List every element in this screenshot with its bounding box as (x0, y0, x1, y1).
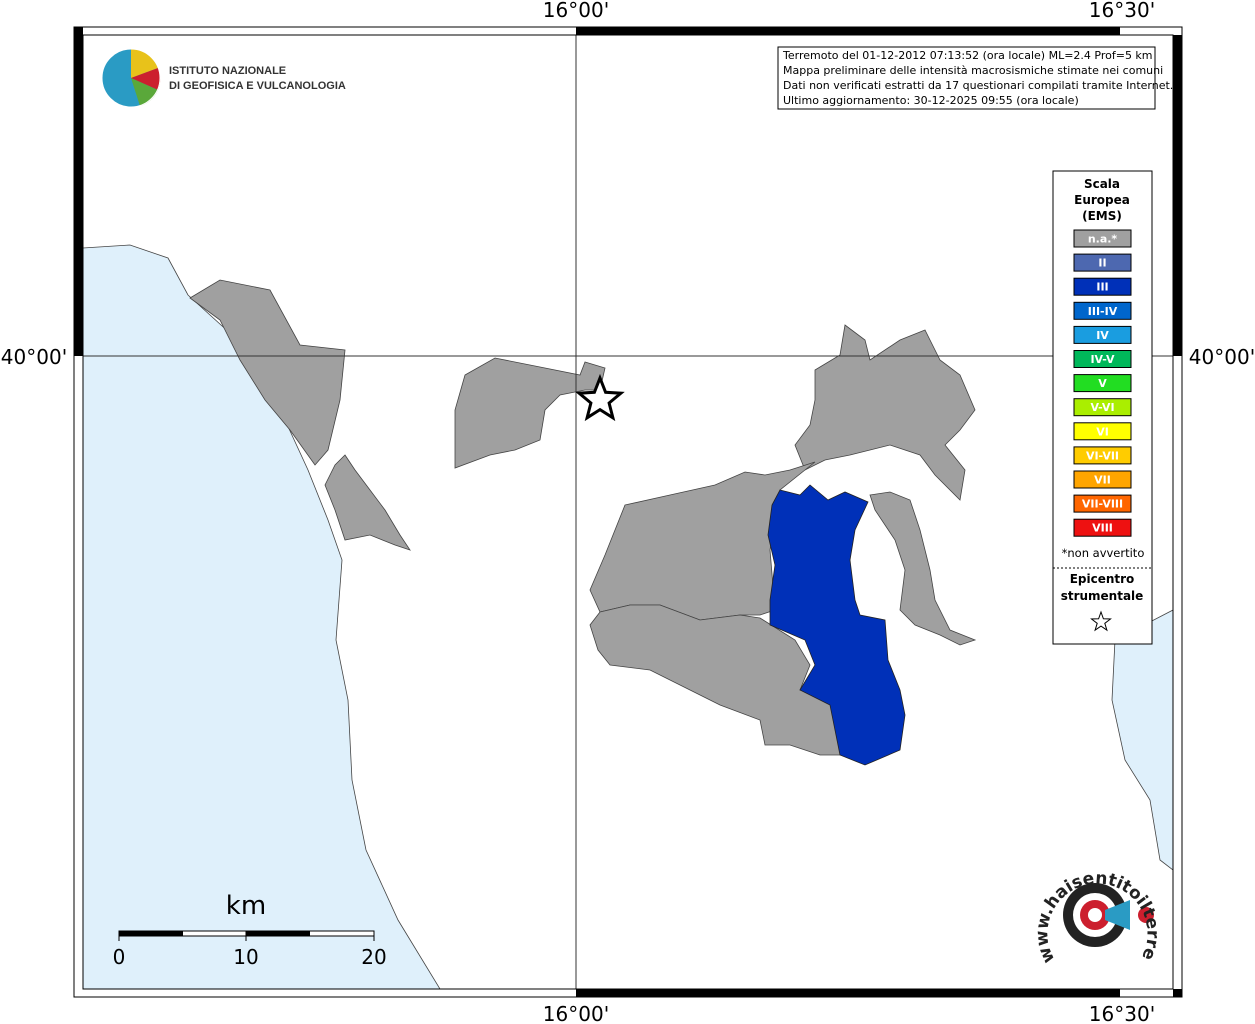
municipality (324, 454, 411, 551)
legend-label: VI (1096, 425, 1109, 438)
legend-swatch (1073, 253, 1132, 272)
legend-title: (EMS) (1082, 209, 1122, 223)
legend-label: III-IV (1088, 305, 1118, 318)
lon-label: 16°30' (1089, 0, 1155, 22)
legend-label: V (1098, 377, 1107, 390)
map-area (83, 35, 1173, 989)
municipality (794, 324, 976, 501)
municipality (454, 357, 606, 469)
legend-label: IV (1096, 329, 1109, 342)
legend-swatch (1073, 422, 1132, 441)
legend-label: VIII (1092, 522, 1113, 535)
scale-tick: 20 (361, 945, 386, 969)
scale-unit: km (226, 891, 266, 921)
info-line: Terremoto del 01-12-2012 07:13:52 (ora l… (782, 49, 1153, 62)
sea (83, 244, 441, 989)
legend-title: Scala (1084, 177, 1120, 191)
legend-label: V-VI (1090, 401, 1114, 414)
info-box: Terremoto del 01-12-2012 07:13:52 (ora l… (777, 46, 1173, 110)
info-line: Mappa preliminare delle intensità macros… (783, 64, 1163, 77)
legend-swatch (1073, 446, 1132, 465)
lat-label: 40°00' (1189, 345, 1255, 369)
lon-label: 16°30' (1089, 1002, 1155, 1024)
municipalities (189, 279, 977, 756)
legend-swatch (1073, 277, 1132, 296)
info-line: Ultimo aggiornamento: 30-12-2025 09:55 (… (783, 94, 1079, 107)
legend: Scala Europea (EMS) *non avvertito Epice… (1052, 170, 1153, 645)
municipality (189, 279, 346, 466)
legend-swatch (1073, 229, 1132, 248)
legend-label: n.a.* (1088, 233, 1118, 246)
legend-swatch (1073, 301, 1132, 320)
municipality (869, 491, 977, 646)
logo-text: DI GEOFISICA E VULCANOLOGIA (169, 80, 346, 92)
legend-label: VII (1094, 474, 1111, 487)
epicenter (575, 373, 625, 422)
legend-swatch (1073, 470, 1132, 489)
legend-label: III (1096, 281, 1108, 294)
legend-swatch (1073, 398, 1132, 417)
municipality (589, 604, 851, 756)
legend-label: II (1098, 257, 1106, 270)
ingv-logo: ISTITUTO NAZIONALE DI GEOFISICA E VULCAN… (101, 48, 346, 108)
scale-tick: 10 (233, 945, 258, 969)
legend-swatch (1073, 494, 1132, 513)
legend-epicenter: strumentale (1061, 589, 1144, 603)
legend-swatch (1073, 518, 1132, 537)
legend-note: *non avvertito (1062, 546, 1145, 560)
legend-star (1090, 610, 1112, 632)
lat-label: 40°00' (1, 345, 67, 369)
legend-swatch (1073, 325, 1132, 344)
legend-title: Europea (1074, 193, 1130, 207)
frame (73, 26, 1183, 998)
logo-text: ISTITUTO NAZIONALE (169, 65, 286, 77)
legend-swatch (1073, 374, 1132, 393)
scale-bar: km 0 10 20 (113, 891, 387, 969)
sea (1111, 609, 1173, 871)
legend-swatch (1073, 350, 1132, 368)
scale-tick: 0 (113, 945, 126, 969)
lon-label: 16°00' (543, 0, 609, 22)
legend-label: VII-VIII (1082, 498, 1123, 511)
legend-label: VI-VII (1086, 449, 1119, 462)
info-line: Dati non verificati estratti da 17 quest… (783, 79, 1173, 92)
legend-epicenter: Epicentro (1070, 572, 1135, 586)
intensity-area (767, 484, 906, 766)
legend-label: IV-V (1090, 353, 1115, 366)
lon-label: 16°00' (543, 1002, 609, 1024)
